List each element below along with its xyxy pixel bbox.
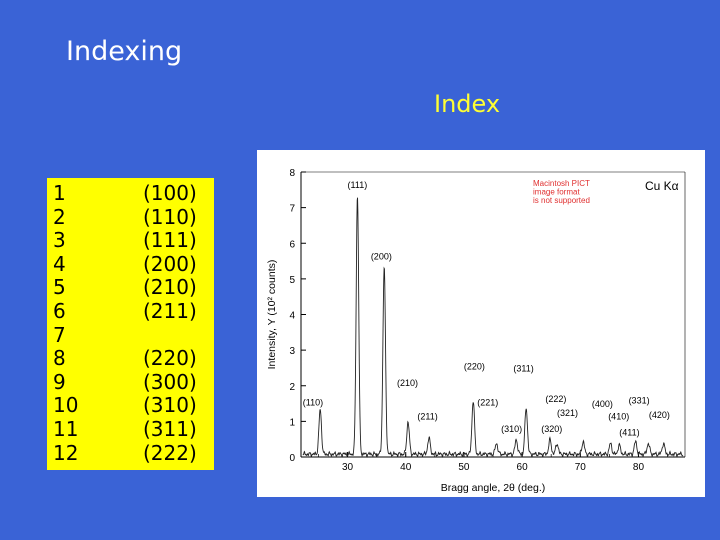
index-row: 2 (110) bbox=[53, 204, 197, 230]
index-number: 8 bbox=[53, 346, 66, 371]
peak-label: (420) bbox=[649, 410, 670, 420]
peak-point bbox=[549, 442, 551, 444]
peak-point bbox=[515, 442, 517, 444]
x-tick-label: 80 bbox=[633, 462, 645, 473]
index-hkl: (311) bbox=[143, 416, 197, 441]
radiation-label: Cu Kα bbox=[645, 179, 679, 193]
pict-notice-text: is not supported bbox=[533, 196, 590, 205]
index-row: 11 (311) bbox=[53, 416, 197, 442]
y-tick-label: 4 bbox=[289, 311, 295, 322]
diffraction-curve bbox=[302, 197, 684, 458]
index-row: 12 (222) bbox=[53, 440, 197, 466]
peak-point bbox=[319, 411, 321, 413]
y-tick-label: 2 bbox=[289, 382, 295, 393]
index-number: 12 bbox=[53, 440, 79, 465]
index-hkl: (220) bbox=[143, 346, 197, 371]
xrd-chart: 0 1 2 3 4 5 6 7 8 30 40 50 60 70 80 (111) (200) (220) (311… bbox=[266, 168, 686, 494]
peak-point bbox=[356, 198, 358, 200]
x-tick-label: 40 bbox=[400, 462, 412, 473]
peak-label: (331) bbox=[629, 396, 650, 406]
index-number: 3 bbox=[53, 228, 66, 253]
index-number: 2 bbox=[53, 204, 66, 229]
y-tick-label: 8 bbox=[289, 168, 295, 179]
index-hkl: (300) bbox=[143, 369, 197, 394]
index-number: 9 bbox=[53, 369, 66, 394]
index-number: 7 bbox=[53, 322, 66, 347]
y-axis-label: Intensity, Y (10² counts) bbox=[266, 260, 278, 370]
index-table: 1 (100) 2 (110) 3 (111) 4 (200) 5 (210) 6 (211) 7 8 (2… bbox=[53, 181, 197, 466]
index-number: 11 bbox=[53, 416, 79, 441]
peak-label: (211) bbox=[417, 412, 437, 422]
index-hkl: (111) bbox=[143, 228, 197, 253]
index-row: 8 (220) bbox=[53, 347, 197, 371]
x-tick-label: 50 bbox=[458, 462, 470, 473]
peak-label: (310) bbox=[501, 424, 522, 434]
index-hkl: (100) bbox=[143, 181, 197, 205]
index-hkl: (222) bbox=[143, 440, 197, 465]
peak-label: (110) bbox=[303, 397, 323, 407]
x-tick-label: 60 bbox=[517, 462, 529, 473]
index-row: 6 (211) bbox=[53, 298, 197, 324]
peak-label: (320) bbox=[541, 424, 562, 434]
peak-point bbox=[647, 445, 649, 447]
peak-point bbox=[618, 447, 620, 449]
y-tick-label: 3 bbox=[289, 346, 295, 357]
peak-label: (321) bbox=[557, 408, 578, 418]
peak-label: (400) bbox=[592, 399, 613, 409]
peak-label: (111) bbox=[348, 180, 368, 190]
peak-point bbox=[383, 269, 385, 271]
peak-label: (222) bbox=[545, 394, 566, 404]
index-number: 5 bbox=[53, 275, 66, 300]
index-table-panel: 1 (100) 2 (110) 3 (111) 4 (200) 5 (210) 6 (211) 7 8 (2… bbox=[47, 178, 214, 470]
peak-point bbox=[662, 445, 664, 447]
peak-point bbox=[407, 424, 409, 426]
peak-point bbox=[610, 445, 612, 447]
index-number: 10 bbox=[53, 393, 79, 418]
index-hkl: (310) bbox=[143, 393, 197, 418]
peak-label: (200) bbox=[371, 251, 392, 261]
slide-title: Indexing bbox=[66, 36, 183, 67]
index-hkl bbox=[143, 324, 197, 348]
index-hkl: (200) bbox=[143, 251, 197, 276]
index-row: 3 (111) bbox=[53, 229, 197, 253]
peak-label: (411) bbox=[619, 428, 639, 438]
x-axis-label: Bragg angle, 2θ (deg.) bbox=[441, 482, 546, 494]
index-number: 6 bbox=[53, 298, 66, 323]
index-hkl: (110) bbox=[143, 204, 197, 229]
index-row: 4 (200) bbox=[53, 251, 197, 277]
index-number: 4 bbox=[53, 251, 66, 276]
peak-point bbox=[495, 445, 497, 447]
x-tick-label: 70 bbox=[575, 462, 587, 473]
peak-point bbox=[428, 440, 430, 442]
index-row: 1 (100) bbox=[53, 181, 197, 206]
index-row: 10 (310) bbox=[53, 394, 197, 418]
peak-label: (311) bbox=[513, 364, 533, 374]
peak-point bbox=[556, 445, 558, 447]
y-tick-label: 5 bbox=[289, 275, 295, 286]
peak-label: (410) bbox=[608, 412, 629, 422]
pict-notice-text: image format bbox=[533, 188, 580, 197]
index-row: 9 (300) bbox=[53, 369, 197, 395]
peak-point bbox=[525, 410, 527, 412]
index-hkl: (210) bbox=[143, 275, 197, 300]
index-row: 5 (210) bbox=[53, 276, 197, 300]
xrd-chart-panel: 0 1 2 3 4 5 6 7 8 30 40 50 60 70 80 (111) (200) (220) (311… bbox=[257, 150, 705, 497]
peak-point bbox=[472, 403, 474, 405]
pict-notice-text: Macintosh PICT bbox=[533, 179, 590, 188]
peak-point bbox=[582, 444, 584, 446]
y-tick-label: 6 bbox=[289, 239, 295, 250]
index-row: 7 bbox=[53, 322, 197, 348]
y-tick-label: 1 bbox=[289, 417, 295, 428]
index-hkl: (211) bbox=[143, 298, 197, 323]
slide-subtitle: Index bbox=[434, 90, 501, 118]
index-number: 1 bbox=[53, 181, 66, 205]
peak-point bbox=[635, 444, 637, 446]
peak-label: (221) bbox=[477, 397, 498, 407]
peak-label: (220) bbox=[464, 362, 485, 372]
x-tick-label: 30 bbox=[342, 462, 354, 473]
y-tick-label: 7 bbox=[289, 204, 295, 215]
peak-label: (210) bbox=[397, 378, 418, 388]
y-tick-label: 0 bbox=[289, 453, 295, 464]
